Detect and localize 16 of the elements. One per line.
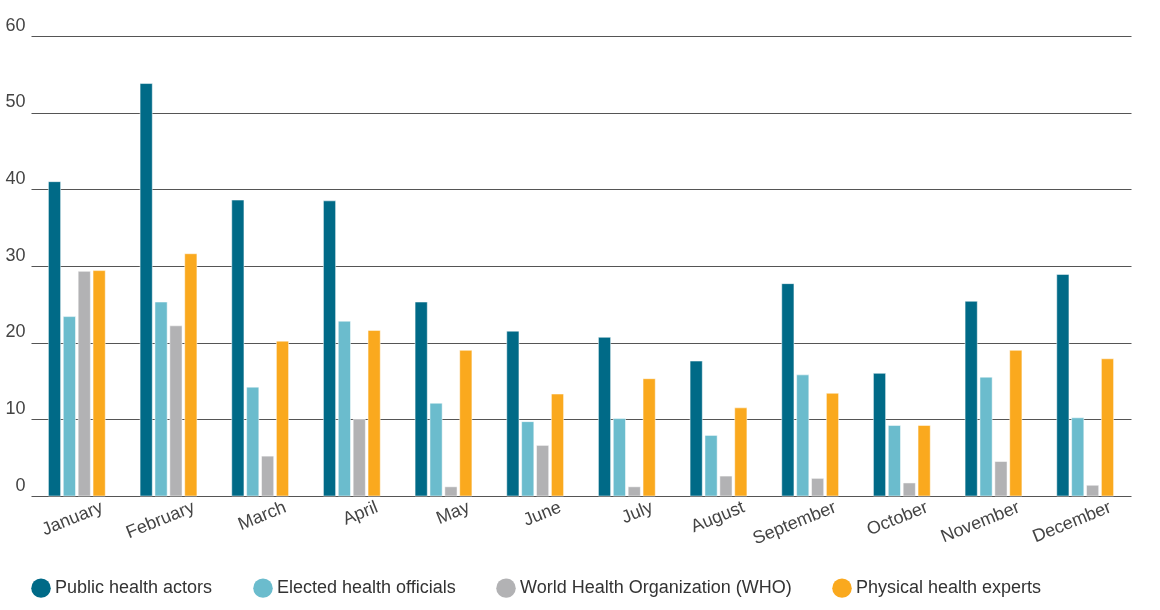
y-tick-label: 30	[5, 244, 26, 265]
legend-label: Physical health experts	[856, 577, 1042, 598]
y-tick-label: 20	[5, 321, 26, 342]
legend-label: World Health Organization (WHO)	[520, 577, 792, 598]
y-tick-label: 10	[5, 397, 26, 418]
x-tick-label: July	[618, 496, 656, 528]
x-tick-label: April	[339, 496, 381, 529]
y-tick-label: 50	[5, 91, 26, 112]
x-tick-label: May	[433, 496, 473, 528]
legend-label: Public health actors	[55, 577, 213, 598]
y-tick-label: 0	[15, 474, 26, 495]
x-tick-label: March	[235, 496, 289, 534]
y-tick-label: 40	[5, 167, 26, 188]
y-tick-label: 60	[5, 14, 26, 35]
legend-label: Elected health officials	[277, 577, 456, 598]
x-tick-label: June	[520, 496, 564, 530]
